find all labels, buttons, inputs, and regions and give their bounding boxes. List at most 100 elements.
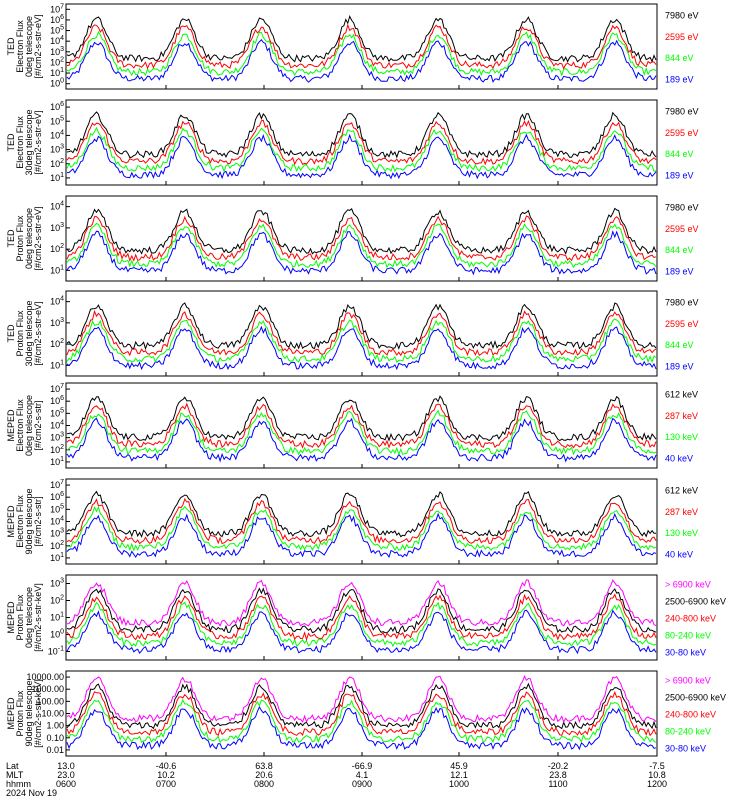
series-trace [66, 111, 657, 159]
series-trace [66, 490, 657, 538]
legend-entry: 7980 eV [665, 107, 699, 117]
footer-hhmm: 1200 [647, 779, 667, 789]
legend-entry: 7980 eV [665, 11, 699, 21]
y-axis-title-line: 30deg telescope [24, 109, 34, 175]
y-axis-title-line: MEPED [6, 601, 16, 634]
y-axis-title-line: [#/cm2-s-str-eV] [33, 14, 43, 78]
series-trace [66, 601, 657, 648]
y-axis-title-line: Proton Flux [15, 215, 25, 262]
y-tick-label: 104 [50, 129, 64, 140]
y-tick-label: 103 [50, 46, 64, 57]
legend-entry: 240-800 keV [665, 710, 716, 720]
series-trace [66, 705, 657, 751]
footer-hhmm: 0800 [254, 779, 274, 789]
legend-entry: 2500-6900 keV [665, 597, 726, 607]
legend-entry: 189 eV [665, 74, 694, 84]
panel-frame [65, 574, 658, 661]
y-axis-title-line: Electron Flux [15, 20, 25, 73]
y-tick-label: 104 [50, 201, 64, 212]
y-axis-title-line: 0deg telescope [24, 208, 34, 269]
y-tick-label: 0.10 [46, 733, 64, 743]
y-tick-label: 102 [50, 338, 64, 349]
y-tick-label: 0.01 [46, 745, 64, 755]
series-trace [66, 215, 657, 262]
y-axis-title-line: TED [6, 229, 16, 248]
y-axis-title-line: [#/cm2-s-str] [33, 400, 43, 450]
footer-mlt: 20.6 [255, 770, 273, 780]
y-tick-label: 106 [50, 14, 64, 25]
y-tick-label: 100 [50, 629, 64, 640]
legend-entry: 612 keV [665, 390, 698, 400]
panel-2: 101 102 103 104 105 106 TED Electron Flux 30deg … [6, 99, 699, 186]
legend-entry: 130 keV [665, 528, 698, 538]
y-tick-label: 105 [50, 115, 64, 126]
legend-entry: 189 eV [665, 361, 694, 371]
legend-entry: 130 keV [665, 432, 698, 442]
legend-entry: 7980 eV [665, 203, 699, 213]
legend-entry: 2595 eV [665, 128, 699, 138]
y-tick-label: 100 [50, 78, 64, 89]
panel-8: 0.01 0.10 1.00 10.00 100.00 1000.00 10000.00 ME… [6, 670, 726, 757]
series-trace [66, 579, 657, 627]
footer-hhmm: 0900 [352, 779, 372, 789]
y-axis-title-line: Proton Flux [15, 310, 25, 357]
series-trace [66, 222, 657, 269]
legend-entry: 2595 eV [665, 32, 699, 42]
footer-lat: -20.2 [548, 761, 569, 771]
series-trace [66, 682, 657, 730]
panel-frame [65, 195, 658, 282]
y-tick-label: 102 [50, 540, 64, 551]
footer-lat: -66.9 [352, 761, 373, 771]
legend-entry: 844 eV [665, 340, 694, 350]
legend-entry: 2500-6900 keV [665, 693, 726, 703]
y-axis-title-line: 90deg telescope [24, 680, 34, 746]
panel-frame [65, 99, 658, 186]
y-tick-label: 10.00 [41, 709, 64, 719]
footer-lat: 45.9 [450, 761, 468, 771]
y-tick-label: 10000.00 [26, 672, 64, 682]
footer-row-label: 2024 Nov 19 [6, 788, 57, 798]
footer-lat: 63.8 [255, 761, 273, 771]
legend-entry: 2595 eV [665, 319, 699, 329]
y-tick-label: 101 [50, 552, 64, 563]
y-tick-label: 102 [50, 243, 64, 254]
series-trace [66, 230, 657, 276]
series-trace [66, 505, 657, 552]
y-axis-title-line: [#/cm2-s-str-keV] [33, 583, 43, 652]
y-tick-label: 101 [50, 264, 64, 275]
series-trace [66, 119, 657, 166]
y-axis-title-line: TED [6, 37, 16, 56]
y-tick-label: 104 [50, 35, 64, 46]
footer-mlt: 23.0 [57, 770, 75, 780]
footer-row-label: MLT [6, 770, 24, 780]
y-tick-label: 102 [50, 595, 64, 606]
y-axis-title-line: [#/cm2-s-str-eV] [33, 110, 43, 174]
panel-7: 10-1 100 101 102 103 MEPED Proton Flux 0deg tel… [6, 574, 726, 661]
footer-hhmm: 1100 [548, 779, 567, 789]
series-trace [66, 409, 657, 456]
y-tick-label: 107 [50, 479, 64, 490]
y-tick-label: 104 [50, 296, 64, 307]
panel-4: 101 102 103 104 TED Proton Flux 30deg telescop… [6, 290, 699, 377]
y-axis-title-line: TED [6, 133, 16, 152]
footer-hhmm: 1000 [449, 779, 469, 789]
legend-entry: 30-80 keV [665, 648, 706, 658]
footer-lat: 13.0 [57, 761, 75, 771]
y-tick-label: 100.00 [36, 696, 64, 706]
legend-entry: > 6900 keV [665, 676, 711, 686]
footer-mlt: 23.8 [549, 770, 567, 780]
y-tick-label: 101 [50, 359, 64, 370]
y-tick-label: 104 [50, 420, 64, 431]
y-axis-title-line: Electron Flux [15, 495, 25, 548]
legend-entry: 287 keV [665, 507, 698, 517]
legend-entry: 287 keV [665, 411, 698, 421]
footer-mlt: 10.8 [648, 770, 666, 780]
series-trace [66, 512, 657, 559]
y-axis-title-line: [#/cm2-s-str] [33, 496, 43, 546]
legend-entry: 240-800 keV [665, 614, 716, 624]
series-trace [66, 593, 657, 642]
series-trace [66, 325, 657, 371]
